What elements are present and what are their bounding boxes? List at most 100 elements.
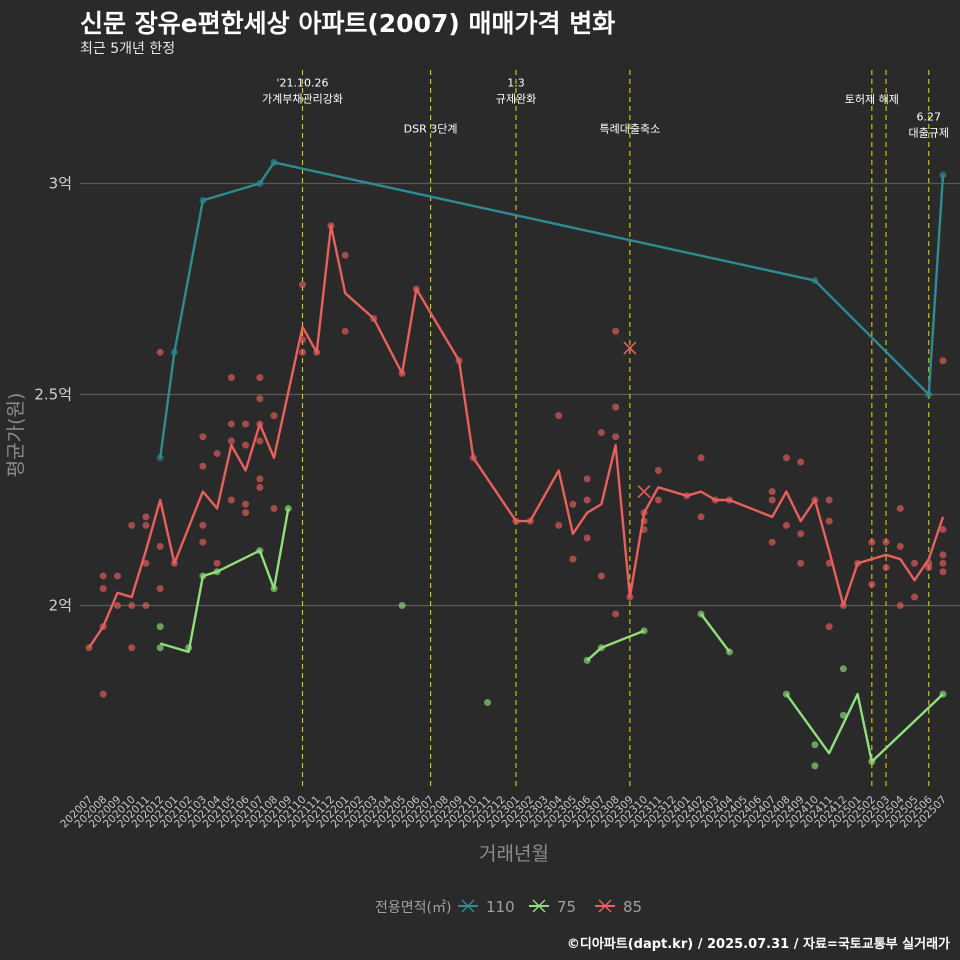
cross-marker: [623, 341, 637, 355]
series-line: [88, 224, 945, 649]
event-label: 규제완화: [496, 93, 536, 106]
event-label: 6.27: [917, 110, 942, 123]
data-point: [299, 281, 306, 289]
event-label: '21.10.26: [276, 77, 328, 90]
data-point: [99, 572, 107, 580]
data-point: [270, 504, 278, 512]
event-label: 특례대출축소: [599, 123, 660, 136]
legend-key-cross: [461, 899, 475, 913]
data-point: [825, 496, 833, 504]
data-point: [242, 441, 250, 449]
data-point: [925, 564, 933, 572]
data-point: [142, 513, 150, 521]
data-point: [697, 513, 705, 521]
data-point: [612, 403, 620, 411]
series-85: [85, 222, 947, 698]
cross-marker: [637, 484, 651, 499]
series-line: [700, 613, 731, 653]
data-point: [868, 538, 876, 546]
data-point: [868, 580, 876, 588]
data-point: [256, 395, 264, 403]
series-layer: [85, 158, 947, 770]
data-point: [199, 521, 207, 529]
x-axis-title: 거래년월: [479, 843, 549, 865]
data-point: [242, 420, 250, 428]
data-point: [797, 458, 805, 466]
data-point: [242, 509, 250, 517]
data-point: [341, 251, 349, 259]
legend-key-cross: [598, 899, 612, 913]
data-point: [939, 357, 947, 365]
legend-title: 전용면적(㎡): [375, 900, 451, 916]
data-point: [555, 521, 563, 529]
data-point: [299, 348, 306, 356]
data-point: [654, 466, 662, 474]
x-axis: 2020072020082020092020102020112020122021…: [58, 793, 949, 830]
data-point: [782, 454, 790, 462]
data-point: [797, 559, 805, 567]
data-point: [199, 433, 207, 441]
data-point: [612, 433, 620, 441]
data-point: [484, 699, 492, 707]
event-label: 대출규제: [909, 126, 949, 139]
data-point: [156, 542, 164, 550]
data-point: [911, 559, 919, 567]
data-point: [555, 412, 563, 420]
data-point: [939, 568, 947, 576]
data-point: [911, 593, 919, 601]
legend-label: 75: [557, 898, 576, 916]
y-tick-label: 2억: [49, 597, 72, 615]
data-point: [939, 171, 947, 179]
data-point: [782, 521, 790, 529]
source-caption: ©디아파트(dapt.kr) / 2025.07.31 / 자료=국토교통부 실…: [566, 937, 950, 952]
data-point: [654, 496, 662, 504]
data-point: [213, 559, 221, 567]
data-point: [156, 348, 164, 356]
event-label: 가계부채관리강화: [262, 93, 343, 106]
data-point: [256, 437, 264, 445]
chart-subtitle: 최근 5개년 한정: [80, 41, 176, 57]
data-point: [199, 462, 207, 470]
data-point: [242, 500, 250, 508]
data-point: [113, 602, 121, 609]
data-point: [227, 437, 235, 445]
data-point: [896, 504, 904, 512]
data-point: [811, 762, 819, 770]
data-point: [839, 711, 847, 719]
data-point: [142, 521, 150, 529]
series-110: [156, 158, 947, 462]
data-point: [227, 496, 235, 504]
data-point: [797, 530, 805, 538]
data-point: [597, 428, 605, 436]
event-label: 1.3: [507, 77, 525, 90]
y-tick-label: 2.5억: [34, 386, 72, 404]
data-point: [227, 420, 235, 428]
data-point: [939, 551, 947, 559]
data-point: [939, 526, 947, 534]
data-point: [270, 412, 278, 420]
data-point: [825, 623, 833, 631]
data-point: [697, 454, 705, 462]
data-point: [882, 564, 890, 572]
data-point: [896, 542, 904, 550]
data-point: [939, 559, 947, 567]
legend-label: 110: [486, 898, 515, 916]
grid-layer: [80, 182, 960, 607]
data-point: [768, 538, 776, 546]
data-point: [341, 327, 349, 335]
data-point: [113, 572, 121, 580]
chart-title: 신문 장유e편한세상 아파트(2007) 매매가격 변화: [80, 9, 616, 38]
y-axis: 2억 2.5억 3억: [34, 175, 72, 615]
data-point: [256, 483, 264, 491]
data-point: [896, 602, 904, 609]
data-point: [569, 555, 577, 563]
data-point: [128, 602, 136, 609]
data-point: [583, 534, 591, 542]
data-point: [227, 374, 235, 382]
data-point: [128, 644, 136, 652]
data-point: [768, 496, 776, 504]
y-axis-title: 평균가(원): [5, 393, 27, 478]
data-point: [597, 572, 605, 580]
